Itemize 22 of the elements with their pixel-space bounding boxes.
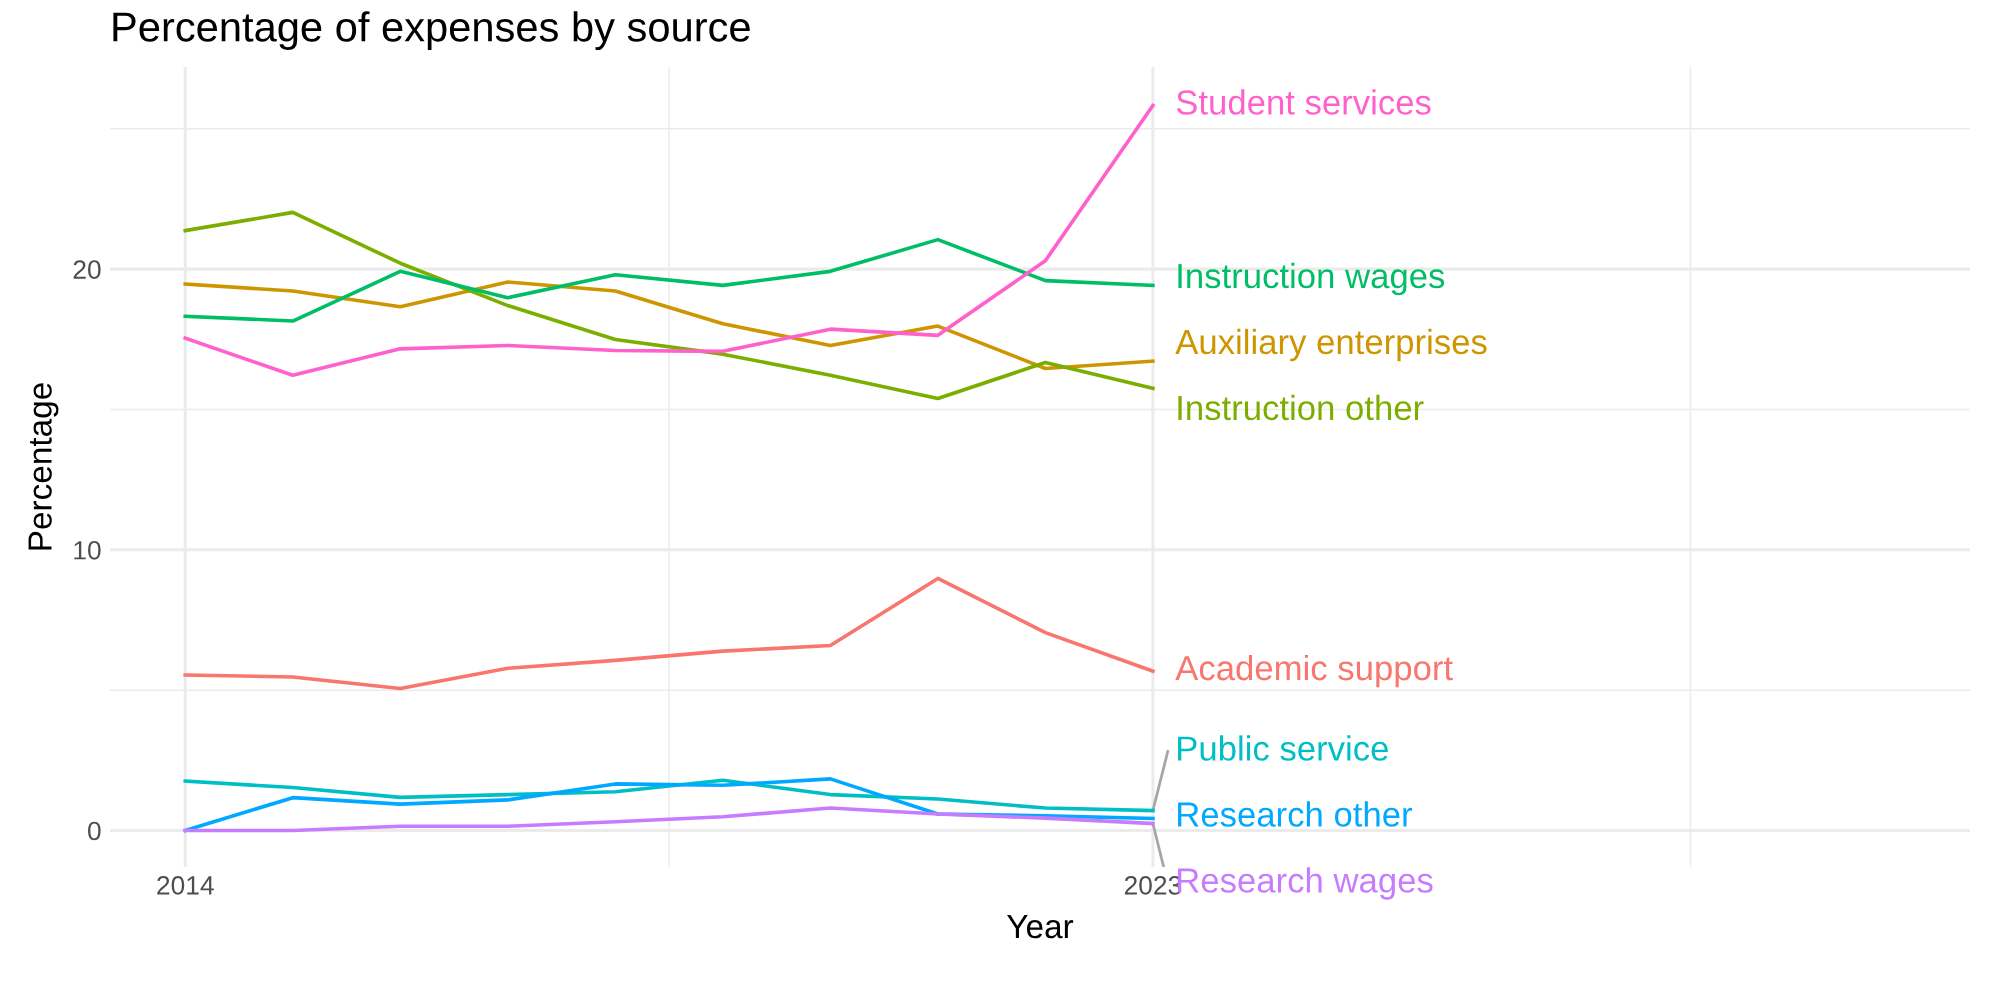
series-label: Public service — [1178, 735, 1388, 761]
chart-title: Percentage of expenses by source — [113, 11, 750, 50]
series-label: Academic support — [1175, 654, 1453, 688]
series-label: Instruction wages — [1178, 262, 1445, 296]
y-tick-label: 20 — [73, 260, 101, 279]
series-label: Research other — [1178, 801, 1413, 827]
line-series — [183, 103, 1155, 378]
line-series — [183, 777, 1155, 833]
y-tick-label: 0 — [88, 821, 101, 841]
series-label: Student services — [1176, 89, 1431, 115]
y-axis-title: Percentage — [28, 383, 59, 550]
line-series — [183, 237, 1155, 323]
line-series — [183, 778, 1155, 813]
line-series — [183, 280, 1155, 371]
series-label: Instruction other — [1178, 394, 1424, 421]
y-tick-label: 10 — [74, 540, 101, 560]
line-series — [183, 576, 1155, 691]
line-series — [183, 806, 1155, 833]
x-tick-label: 2014 — [157, 876, 214, 895]
x-axis-title: Year — [1007, 915, 1074, 939]
series-label: Auxiliary enterprises — [1175, 328, 1487, 362]
line-series — [183, 210, 1155, 401]
